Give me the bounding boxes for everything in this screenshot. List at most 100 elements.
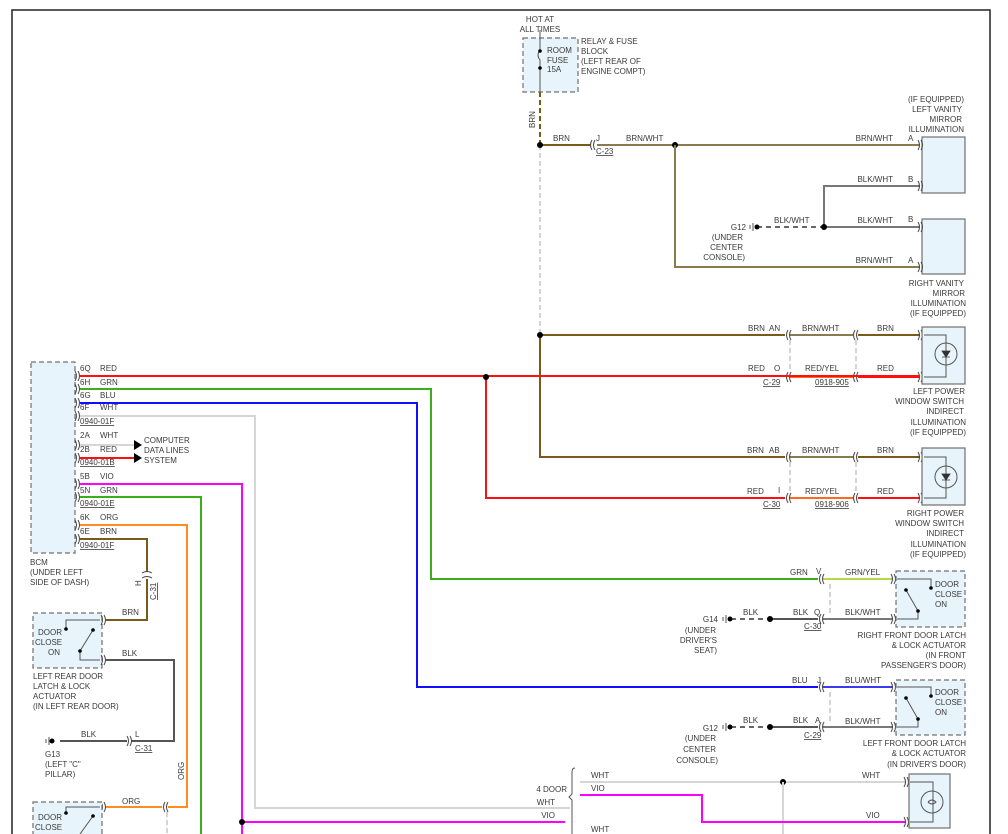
wire-label: BRN bbox=[553, 134, 570, 143]
wire-label: RED/YEL bbox=[805, 487, 840, 496]
page-frame bbox=[11, 9, 991, 834]
component-name: (IF EQUIPPED) bbox=[910, 309, 966, 318]
block-name: RELAY & FUSE bbox=[581, 37, 638, 46]
wire-label: WHT bbox=[537, 798, 555, 807]
block-name: BLOCK bbox=[581, 47, 609, 56]
wire-label: BLK bbox=[122, 649, 138, 658]
left-rear-door-latch: DOOR CLOSE ON bbox=[32, 612, 103, 669]
component-name: LEFT FRONT DOOR LATCH bbox=[863, 739, 966, 748]
hot-label: ALL TIMES bbox=[520, 25, 560, 34]
wire-grn-5n bbox=[80, 496, 202, 834]
ground-label: CONSOLE) bbox=[676, 756, 718, 765]
component-name: ILLUMINATION bbox=[911, 540, 967, 549]
wire-wht-6f bbox=[80, 415, 570, 809]
component-name: WINDOW SWITCH bbox=[895, 397, 964, 406]
wire-label: BRN bbox=[747, 446, 764, 455]
wire-label: BRN/WHT bbox=[802, 324, 839, 333]
wire-label: BRN bbox=[528, 111, 537, 128]
right-front-door-latch: DOOR CLOSE ON bbox=[895, 570, 966, 628]
pin-label: B bbox=[908, 175, 913, 184]
wire-label: RED bbox=[748, 364, 765, 373]
svg-text:0940-01F: 0940-01F bbox=[80, 541, 114, 550]
ground-label: DRIVER'S bbox=[680, 636, 717, 645]
wire-label: BRN/WHT bbox=[626, 134, 663, 143]
wire-label: ORG bbox=[122, 797, 140, 806]
wire-vio-5b bbox=[80, 483, 243, 834]
svg-text:2B: 2B bbox=[80, 445, 90, 454]
splice bbox=[537, 142, 543, 148]
wire-label: BLK bbox=[81, 730, 97, 739]
ground-label: G12 bbox=[703, 724, 719, 733]
wire-label: BLK/WHT bbox=[857, 216, 893, 225]
svg-text:BRN: BRN bbox=[100, 527, 117, 536]
ground-label: (UNDER bbox=[685, 734, 716, 743]
wire-brn bbox=[858, 334, 920, 458]
pin-label: L bbox=[135, 730, 140, 739]
ground-icon bbox=[727, 724, 733, 730]
svg-text:WHT: WHT bbox=[100, 403, 118, 412]
connector-label: C-29 bbox=[763, 378, 781, 387]
svg-text:6G: 6G bbox=[80, 391, 91, 400]
component-name: LATCH & LOCK bbox=[33, 682, 91, 691]
svg-text:GRN: GRN bbox=[100, 486, 118, 495]
svg-text:0940-01B: 0940-01B bbox=[80, 458, 115, 467]
svg-text:6K: 6K bbox=[80, 513, 90, 522]
wire-label: BLK/WHT bbox=[857, 175, 893, 184]
wire-label: BLU/WHT bbox=[845, 676, 881, 685]
wire-label: BRN/WHT bbox=[802, 446, 839, 455]
wire-brn bbox=[539, 335, 785, 458]
component-name: LEFT VANITY bbox=[912, 105, 963, 114]
right-rear-door-latch: DOOR CLOSE bbox=[32, 801, 103, 834]
pin-label: B bbox=[908, 215, 913, 224]
svg-text:5B: 5B bbox=[80, 472, 90, 481]
svg-text:0940-01E: 0940-01E bbox=[80, 499, 115, 508]
svg-text:6E: 6E bbox=[80, 527, 90, 536]
pin-label: J bbox=[596, 134, 600, 143]
svg-text:DOOR: DOOR bbox=[935, 580, 959, 589]
ground-label: SEAT) bbox=[694, 646, 717, 655]
led-icon bbox=[934, 342, 958, 366]
led-icon bbox=[934, 465, 958, 489]
svg-text:6F: 6F bbox=[80, 403, 89, 412]
ground-label: CONSOLE) bbox=[703, 253, 745, 262]
pin-label: AN bbox=[769, 324, 780, 333]
component-name: (IF EQUIPPED) bbox=[910, 428, 966, 437]
wire-label: BLK/WHT bbox=[774, 216, 810, 225]
right-vanity-mirror-box bbox=[921, 218, 966, 275]
wire-label: RED bbox=[877, 487, 894, 496]
wire-label: BLK bbox=[743, 608, 759, 617]
wire-blk-wht bbox=[823, 618, 893, 728]
data-lines-label: SYSTEM bbox=[144, 456, 177, 465]
switch-label: CLOSE bbox=[35, 823, 62, 832]
wire-label: WHT bbox=[591, 771, 609, 780]
wire-label: WHT bbox=[862, 771, 880, 780]
svg-text:RED: RED bbox=[100, 364, 117, 373]
component-name: RIGHT POWER bbox=[907, 509, 964, 518]
arrow-icon bbox=[134, 440, 142, 463]
component-name: INDIRECT bbox=[926, 407, 964, 416]
svg-text:BLU: BLU bbox=[100, 391, 116, 400]
left-vanity-mirror-box bbox=[921, 136, 966, 194]
pin-label: I bbox=[778, 486, 780, 495]
wire-label: GRN/YEL bbox=[845, 568, 881, 577]
wire-brn-6e bbox=[80, 538, 148, 621]
dome-lamp bbox=[908, 773, 951, 829]
relay-fuse-block: HOT AT ALL TIMES ROOM FUSE 15A RELAY & F… bbox=[520, 15, 646, 93]
svg-text:CLOSE: CLOSE bbox=[35, 638, 62, 647]
component-name: RIGHT VANITY bbox=[909, 279, 965, 288]
wire-label: VIO bbox=[866, 811, 880, 820]
connector-label: C-31 bbox=[135, 744, 153, 753]
wire-brn-wht bbox=[674, 145, 920, 268]
ground-label: G12 bbox=[731, 223, 747, 232]
svg-text:ON: ON bbox=[935, 600, 947, 609]
component-name: RIGHT FRONT DOOR LATCH bbox=[858, 631, 967, 640]
pin-label: A bbox=[908, 256, 914, 265]
svg-text:2A: 2A bbox=[80, 431, 90, 440]
component-name: INDIRECT bbox=[926, 529, 964, 538]
wire-label: BLK/WHT bbox=[845, 608, 881, 617]
wire-label: BRN bbox=[877, 446, 894, 455]
left-power-window-switch bbox=[921, 326, 966, 385]
bcm-name: (UNDER LEFT bbox=[30, 568, 83, 577]
wire-label: GRN bbox=[790, 568, 808, 577]
